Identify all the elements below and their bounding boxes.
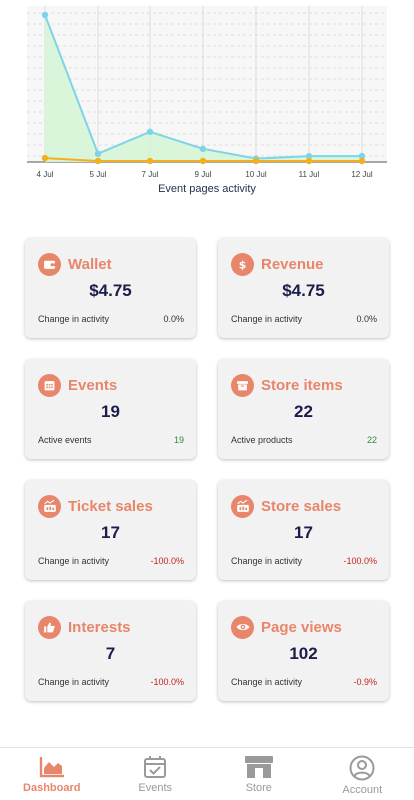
- thumbs-up-icon: [38, 615, 61, 639]
- card-title: Store sales: [261, 497, 342, 515]
- activity-chart: 4 Jul 5 Jul 7 Jul 9 Jul 10 Jul 11 Jul 12 Jul E…: [0, 0, 414, 205]
- bottom-nav: Dashboard Events Store Account: [0, 747, 414, 800]
- sales-chart-icon: [231, 494, 254, 518]
- area-chart-icon: [39, 757, 64, 778]
- card-store-items[interactable]: Store items 22 Active products 22: [218, 359, 389, 459]
- card-label: Change in activity: [231, 556, 303, 566]
- card-title: Page views: [261, 618, 342, 636]
- data-point: [358, 157, 366, 165]
- eye-icon: [231, 615, 254, 639]
- card-value: 7: [105, 644, 116, 663]
- card-value: 102: [289, 644, 318, 663]
- card-store-sales[interactable]: Store sales 17 Change in activity -100.0…: [218, 480, 389, 580]
- card-events[interactable]: Events 19 Active events 19: [25, 359, 196, 459]
- card-stat: 22: [366, 435, 377, 445]
- card-revenue[interactable]: $ Revenue $4.75 Change in activity 0.0%: [218, 238, 389, 338]
- card-value: $4.75: [89, 281, 132, 300]
- x-tick-label: 7 Jul: [142, 170, 159, 179]
- nav-label: Account: [342, 784, 383, 796]
- card-title: Events: [68, 376, 118, 394]
- card-title: Revenue: [261, 255, 324, 273]
- x-tick-label: 10 Jul: [245, 170, 267, 179]
- card-stat: 0.0%: [356, 314, 377, 324]
- card-title: Ticket sales: [68, 497, 153, 515]
- nav-label: Store: [245, 782, 272, 794]
- storefront-icon: [244, 756, 273, 778]
- nav-account[interactable]: Account: [311, 748, 414, 800]
- data-point: [41, 154, 49, 162]
- activity-chart-svg: 4 Jul 5 Jul 7 Jul 9 Jul 10 Jul 11 Jul 12 Jul: [27, 6, 387, 179]
- card-label: Change in activity: [38, 556, 110, 566]
- card-value: 17: [101, 523, 120, 542]
- x-tick-label: 4 Jul: [37, 170, 54, 179]
- card-stat: -100.0%: [343, 556, 377, 566]
- card-stat: -0.9%: [353, 677, 377, 687]
- card-stat: -100.0%: [150, 556, 184, 566]
- nav-events[interactable]: Events: [104, 748, 208, 800]
- data-point: [94, 150, 102, 157]
- card-label: Change in activity: [231, 677, 303, 687]
- svg-text:$: $: [239, 258, 247, 271]
- data-point: [146, 157, 154, 165]
- nav-store[interactable]: Store: [207, 748, 311, 800]
- card-stat: 19: [173, 435, 184, 445]
- card-stat: -100.0%: [150, 677, 184, 687]
- dollar-icon: $: [231, 252, 254, 276]
- x-tick-label: 11 Jul: [299, 170, 320, 179]
- nav-dashboard[interactable]: Dashboard: [0, 748, 104, 800]
- calendar-check-icon: [144, 756, 167, 778]
- data-point: [199, 157, 207, 165]
- x-tick-label: 5 Jul: [90, 170, 107, 179]
- data-point: [252, 157, 260, 165]
- card-wallet[interactable]: Wallet $4.75 Change in activity 0.0%: [25, 238, 196, 338]
- card-ticket-sales[interactable]: Ticket sales 17 Change in activity -100.…: [25, 480, 196, 580]
- card-value: 17: [294, 523, 313, 542]
- wallet-icon: [38, 252, 61, 276]
- card-label: Active products: [231, 435, 293, 445]
- data-point: [94, 157, 102, 165]
- card-label: Active events: [38, 435, 92, 445]
- card-label: Change in activity: [38, 677, 110, 687]
- chart-xlabel: Event pages activity: [158, 183, 256, 195]
- card-title: Wallet: [68, 255, 112, 273]
- data-point: [358, 152, 366, 160]
- data-point: [41, 11, 49, 19]
- card-value: $4.75: [282, 281, 325, 300]
- data-point: [305, 152, 313, 160]
- card-value: 19: [101, 402, 120, 421]
- nav-label: Events: [138, 782, 173, 794]
- card-label: Change in activity: [231, 314, 303, 324]
- data-point: [199, 145, 207, 153]
- data-point: [146, 128, 154, 135]
- card-title: Interests: [68, 618, 131, 636]
- x-tick-label: 9 Jul: [195, 170, 212, 179]
- data-point: [305, 157, 313, 165]
- card-label: Change in activity: [38, 314, 110, 324]
- calendar-icon: [38, 373, 61, 397]
- card-interests[interactable]: Interests 7 Change in activity -100.0%: [25, 601, 196, 701]
- card-value: 22: [294, 402, 313, 421]
- sales-chart-icon: [38, 494, 61, 518]
- box-icon: [231, 373, 254, 397]
- series-area: [45, 15, 362, 162]
- x-tick-label: 12 Jul: [351, 170, 373, 179]
- card-page-views[interactable]: Page views 102 Change in activity -0.9%: [218, 601, 389, 701]
- card-title: Store items: [261, 376, 343, 394]
- user-circle-icon: [349, 755, 375, 781]
- card-stat: 0.0%: [163, 314, 184, 324]
- nav-label: Dashboard: [23, 782, 81, 794]
